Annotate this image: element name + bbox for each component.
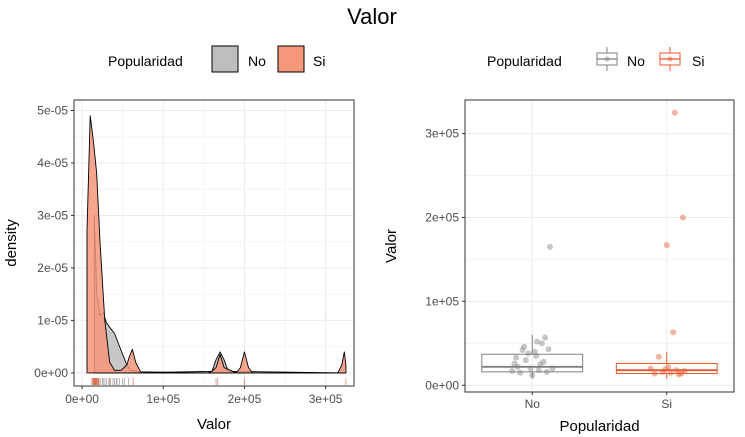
point-si bbox=[678, 370, 685, 377]
point-no bbox=[543, 368, 550, 375]
point-no bbox=[519, 347, 526, 354]
right-legend-key-si bbox=[659, 47, 681, 71]
boxplot-x-axis-title: Popularidad bbox=[559, 418, 639, 435]
density-y-tick-label: 2e-05 bbox=[37, 261, 68, 275]
box-no bbox=[481, 334, 584, 379]
boxplot-x-ticks: No Si bbox=[525, 392, 672, 411]
boxplot-x-tick-label: Si bbox=[661, 397, 672, 411]
density-x-ticks: 0e+00 1e+05 2e+05 3e+05 bbox=[65, 386, 343, 406]
boxplot-y-tick-label: 2e+05 bbox=[425, 210, 459, 224]
density-y-tick-label: 0e+00 bbox=[34, 366, 68, 380]
boxplot-y-tick-label: 3e+05 bbox=[425, 127, 459, 141]
boxplot-boxes bbox=[481, 334, 718, 379]
point-no bbox=[514, 363, 521, 370]
left-legend-label-no: No bbox=[248, 53, 266, 69]
boxplot-y-tick-label: 1e+05 bbox=[425, 294, 459, 308]
point-no bbox=[511, 360, 518, 367]
point-no bbox=[533, 352, 540, 359]
boxplot-x-tick-label: No bbox=[525, 397, 541, 411]
right-legend-title: Popularidad bbox=[487, 53, 562, 69]
point-no bbox=[547, 243, 554, 250]
boxplot-y-tick-label: 0e+00 bbox=[425, 378, 459, 392]
figure-title: Valor bbox=[347, 4, 397, 29]
point-no bbox=[527, 365, 534, 372]
point-no bbox=[545, 346, 552, 353]
boxplot-y-axis-title: Valor bbox=[383, 229, 400, 263]
legend-key-point bbox=[604, 56, 610, 62]
point-no bbox=[542, 334, 549, 341]
density-y-axis-title: density bbox=[3, 219, 20, 267]
density-panel-border bbox=[73, 99, 355, 387]
point-si bbox=[670, 329, 677, 336]
point-no bbox=[517, 369, 524, 376]
box-si bbox=[615, 351, 718, 379]
density-x-tick-label: 0e+00 bbox=[65, 392, 99, 406]
density-series bbox=[86, 115, 347, 374]
left-legend-title: Popularidad bbox=[108, 53, 183, 69]
point-no bbox=[509, 368, 516, 375]
boxplot-y-ticks: 0e+00 1e+05 2e+05 3e+05 bbox=[425, 127, 465, 392]
left-legend-key-si bbox=[277, 45, 305, 73]
point-no bbox=[534, 338, 541, 345]
point-si bbox=[659, 368, 666, 375]
density-y-ticks: 0e+00 1e-05 2e-05 3e-05 4e-05 5e-05 bbox=[34, 103, 74, 380]
point-si bbox=[663, 242, 670, 249]
density-y-tick-label: 3e-05 bbox=[37, 208, 68, 222]
point-no bbox=[549, 365, 556, 372]
right-legend-label-no: No bbox=[627, 53, 645, 69]
point-si bbox=[662, 366, 669, 373]
point-no bbox=[521, 343, 528, 350]
point-si bbox=[673, 367, 680, 374]
point-si bbox=[675, 371, 682, 378]
right-legend: Popularidad No Si bbox=[487, 47, 704, 71]
point-no bbox=[525, 350, 532, 357]
point-no bbox=[522, 357, 529, 364]
density-rug bbox=[91, 378, 347, 385]
legend-key-point bbox=[667, 56, 673, 62]
density-x-tick-label: 3e+05 bbox=[309, 392, 343, 406]
boxplot-points bbox=[509, 109, 688, 379]
point-si bbox=[681, 368, 688, 375]
point-si bbox=[667, 369, 674, 376]
point-no bbox=[538, 340, 545, 347]
density-panel: 0e+00 1e+05 2e+05 3e+05 0e+00 1e-05 2e-05 3e-0… bbox=[3, 99, 355, 433]
point-si bbox=[655, 353, 662, 360]
left-legend-label-si: Si bbox=[313, 53, 325, 69]
right-legend-key-no bbox=[596, 47, 618, 71]
boxplot-panel-border bbox=[464, 99, 735, 393]
point-si bbox=[651, 370, 658, 377]
boxplot-panel: No Si 0e+00 1e+05 2e+05 3e+05 Popularidad Va… bbox=[383, 99, 735, 435]
right-legend-label-si: Si bbox=[692, 53, 704, 69]
point-si bbox=[647, 365, 654, 372]
left-legend: Popularidad No Si bbox=[108, 45, 325, 73]
point-no bbox=[537, 361, 544, 368]
density-y-tick-label: 4e-05 bbox=[37, 156, 68, 170]
point-no bbox=[535, 367, 542, 374]
point-si bbox=[665, 363, 672, 370]
point-no bbox=[513, 354, 520, 361]
point-si bbox=[671, 109, 678, 116]
box-body bbox=[615, 362, 718, 375]
density-area-si bbox=[86, 115, 347, 374]
density-x-tick-label: 2e+05 bbox=[228, 392, 262, 406]
density-x-axis-title: Valor bbox=[197, 416, 231, 433]
density-y-tick-label: 5e-05 bbox=[37, 103, 68, 117]
density-y-tick-label: 1e-05 bbox=[37, 313, 68, 327]
density-x-tick-label: 1e+05 bbox=[146, 392, 180, 406]
point-si bbox=[679, 214, 686, 221]
point-no bbox=[531, 348, 538, 355]
point-no bbox=[529, 372, 536, 379]
left-legend-key-no bbox=[211, 45, 239, 73]
box-body bbox=[481, 353, 584, 373]
point-no bbox=[540, 358, 547, 365]
